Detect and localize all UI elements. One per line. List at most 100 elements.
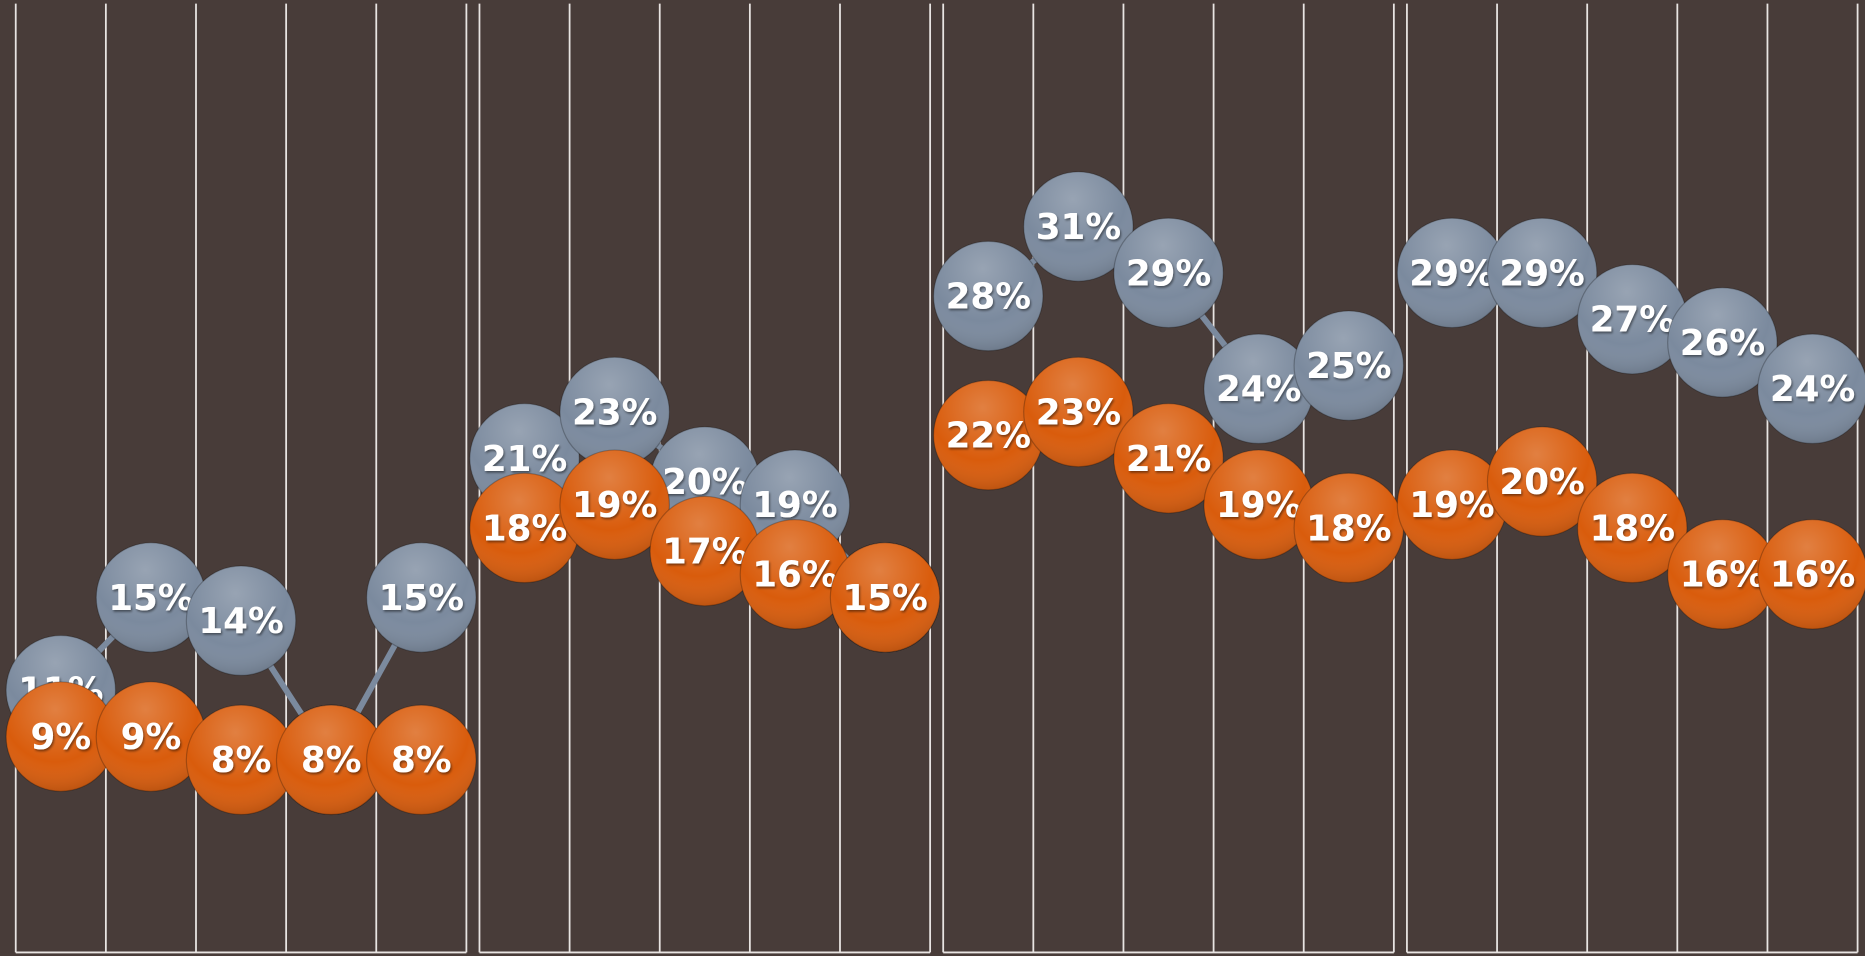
data-label: 19% [1216, 485, 1301, 526]
data-label: 17% [662, 532, 747, 573]
bubble-shade [1203, 334, 1314, 444]
bubble-shade [1397, 218, 1507, 328]
bubble: 29% [1396, 217, 1508, 329]
bubble-shade [1113, 403, 1224, 514]
data-label: 24% [1216, 369, 1301, 410]
bubble-shade [1487, 218, 1597, 328]
bubble: 26% [1667, 287, 1778, 398]
bubble: 9% [5, 681, 117, 792]
bubble-shade [933, 380, 1043, 490]
bubble: 29% [1486, 217, 1598, 329]
bubble-shade [1294, 310, 1404, 421]
bubble: 29% [1113, 217, 1224, 329]
data-label: 23% [572, 392, 657, 433]
bubble-shade [1487, 426, 1597, 537]
data-label: 18% [482, 508, 567, 549]
data-label: 8% [391, 740, 452, 781]
bubble-shade [1757, 519, 1865, 629]
bubble-shade [1294, 473, 1404, 583]
data-label: 19% [1409, 485, 1494, 526]
bubble: 9% [95, 681, 207, 792]
bubble: 19% [1396, 449, 1508, 561]
bubble-shade [1397, 450, 1507, 560]
data-label: 18% [1306, 508, 1391, 549]
data-label: 16% [1770, 555, 1855, 596]
bubble-shade [186, 565, 296, 676]
data-label: 20% [1499, 462, 1584, 503]
data-label: 24% [1770, 369, 1855, 410]
data-label: 15% [108, 578, 193, 619]
bubble: 8% [275, 704, 387, 816]
data-label: 19% [572, 485, 657, 526]
bubble: 20% [1486, 426, 1598, 537]
bubble: 18% [1293, 472, 1405, 584]
bubble: 24% [1757, 333, 1865, 445]
bubble: 15% [95, 542, 207, 653]
bubble: 31% [1023, 171, 1134, 282]
bubble-shade [1577, 473, 1687, 583]
bubble: 17% [649, 495, 761, 607]
data-label: 27% [1590, 300, 1675, 341]
data-label: 15% [379, 578, 464, 619]
bubble-shade [1577, 264, 1687, 374]
bubble: 25% [1293, 310, 1405, 421]
bubble: 22% [932, 379, 1044, 491]
data-label: 9% [121, 717, 182, 758]
bubble: 28% [932, 240, 1044, 352]
data-label: 21% [482, 439, 567, 480]
data-label: 15% [842, 578, 927, 619]
bubble-shade [740, 519, 850, 630]
data-label: 20% [662, 462, 747, 503]
bubble-shade [1023, 357, 1134, 467]
bubble-shade [1667, 287, 1778, 398]
bubbles: 11%15%14%15%9%9%8%8%8%21%23%20%19%18%19%… [5, 171, 1865, 816]
bubble: 16% [1667, 519, 1778, 630]
bubble-shade [1757, 334, 1865, 444]
bubble: 16% [739, 519, 851, 630]
data-label: 29% [1499, 253, 1584, 294]
bubble: 18% [1576, 472, 1688, 584]
bubble-shade [1203, 450, 1314, 560]
data-label: 9% [31, 717, 92, 758]
data-label: 29% [1409, 253, 1494, 294]
data-label: 8% [211, 740, 272, 781]
data-label: 22% [946, 416, 1031, 457]
bubble: 16% [1757, 519, 1865, 630]
bubble: 19% [1203, 449, 1314, 561]
bubble: 8% [185, 704, 297, 816]
bubble-shade [186, 705, 296, 815]
data-label: 8% [301, 740, 362, 781]
bubble: 15% [366, 542, 477, 653]
bubble-shade [559, 357, 670, 467]
bubble-shade [6, 681, 116, 792]
bubble-shade [650, 496, 760, 606]
data-label: 25% [1306, 346, 1391, 387]
bubble-shade [1023, 171, 1134, 282]
bubble-shade [366, 542, 477, 653]
bubble-shade [276, 705, 386, 815]
bubble: 23% [1023, 356, 1134, 468]
bubble: 14% [185, 565, 297, 676]
bubble: 27% [1576, 263, 1688, 375]
bubble: 21% [1113, 403, 1224, 514]
bubble: 24% [1203, 333, 1314, 445]
bubble: 18% [469, 472, 580, 584]
data-label: 19% [752, 485, 837, 526]
bubble-shade [1113, 218, 1224, 328]
data-label: 23% [1036, 392, 1121, 433]
data-label: 16% [1680, 555, 1765, 596]
data-label: 29% [1126, 253, 1211, 294]
data-label: 21% [1126, 439, 1211, 480]
data-label: 28% [946, 276, 1031, 317]
bubble: 8% [366, 704, 477, 816]
bubble-shade [1667, 519, 1778, 630]
data-label: 14% [198, 601, 283, 642]
bubble-shade [830, 542, 940, 653]
bubble-shade [559, 450, 670, 560]
bubble: 19% [559, 449, 670, 561]
bubble-shade [96, 681, 206, 792]
data-label: 16% [752, 555, 837, 596]
data-label: 18% [1590, 508, 1675, 549]
bubble-shade [933, 241, 1043, 351]
